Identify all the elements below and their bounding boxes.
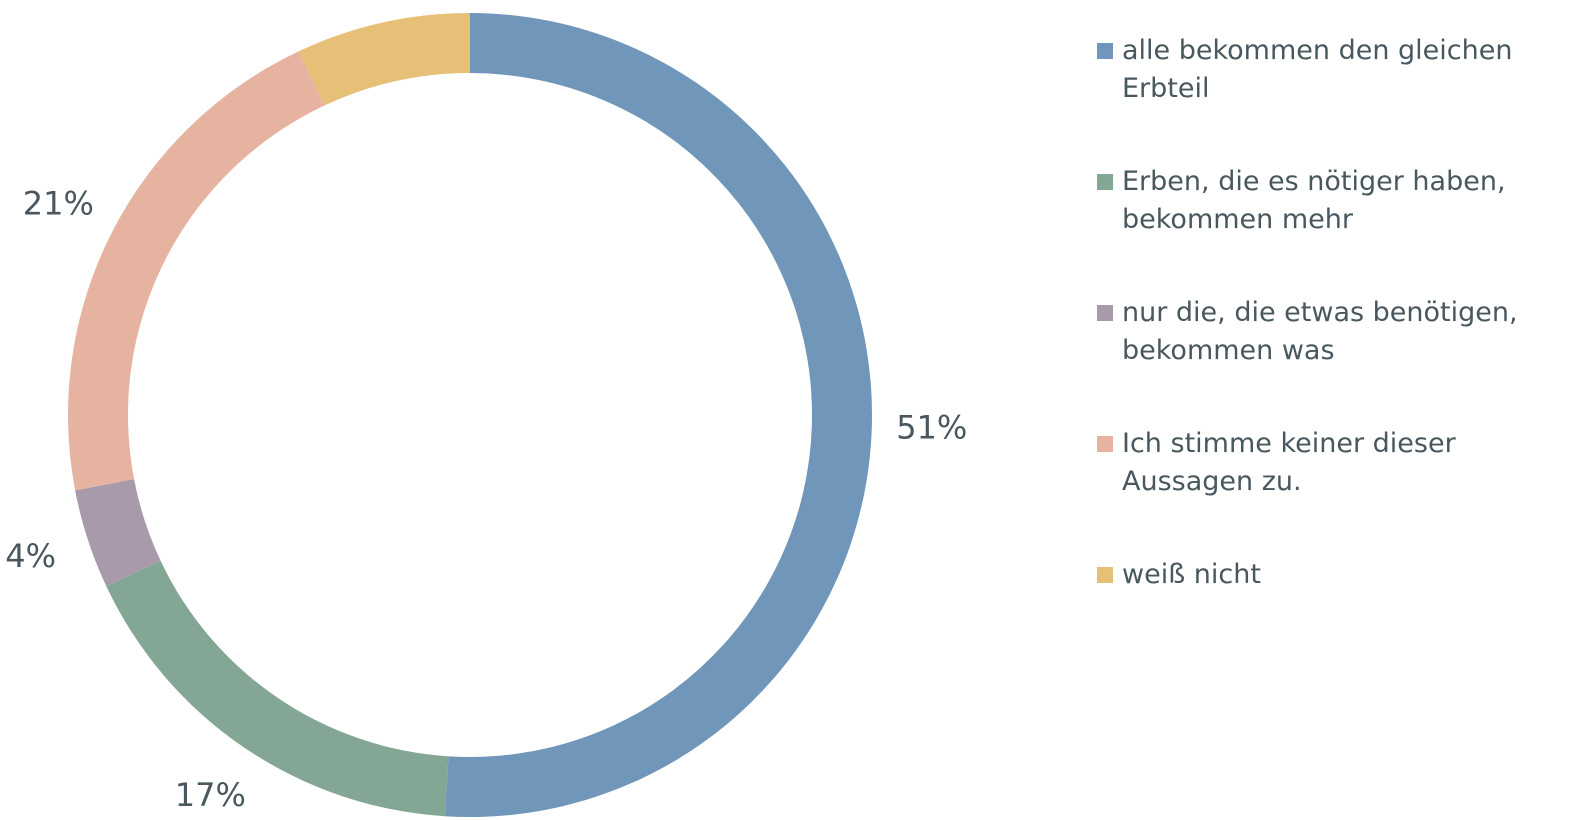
value-label: 4% xyxy=(5,537,56,575)
legend-item: nur die, die etwas benötigen, bekommen w… xyxy=(1097,294,1567,370)
legend-swatch xyxy=(1097,43,1113,59)
legend-swatch xyxy=(1097,567,1113,583)
legend-swatch xyxy=(1097,436,1113,452)
slice xyxy=(298,13,470,106)
legend-label: alle bekommen den gleichen Erbteil xyxy=(1122,35,1513,104)
legend-swatch xyxy=(1097,305,1113,321)
value-label: 21% xyxy=(23,184,94,222)
legend-item: weiß nicht xyxy=(1097,556,1567,594)
legend-label: Ich stimme keiner dieser Aussagen zu. xyxy=(1122,428,1456,497)
slice xyxy=(75,479,161,587)
slice xyxy=(106,560,449,817)
slice xyxy=(444,13,873,817)
legend-label: nur die, die etwas benötigen, bekommen w… xyxy=(1122,297,1518,366)
legend-label: Erben, die es nötiger haben, bekommen me… xyxy=(1122,166,1506,235)
slice xyxy=(67,51,325,491)
value-label: 17% xyxy=(175,776,246,814)
legend-swatch xyxy=(1097,174,1113,190)
legend-item: alle bekommen den gleichen Erbteil xyxy=(1097,32,1567,108)
legend-item: Ich stimme keiner dieser Aussagen zu. xyxy=(1097,425,1567,501)
value-label: 51% xyxy=(896,409,967,447)
legend-label: weiß nicht xyxy=(1122,559,1261,590)
legend-item: Erben, die es nötiger haben, bekommen me… xyxy=(1097,163,1567,239)
